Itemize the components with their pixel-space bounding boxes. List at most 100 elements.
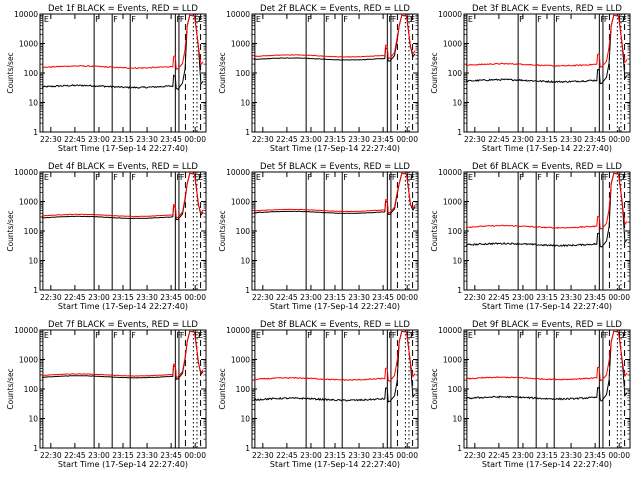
x-tick-label: 22:30: [40, 451, 62, 460]
event-marker-label: E: [256, 15, 261, 24]
x-tick-label: 22:30: [464, 293, 486, 302]
y-tick-label: 1000: [19, 356, 38, 365]
y-tick-label: 1: [457, 286, 462, 295]
x-tick-label: 22:45: [64, 451, 86, 460]
event-marker-label: F: [537, 331, 542, 340]
x-tick-label: 22:45: [64, 293, 86, 302]
detector-panel-9: Det 9f BLACK = Events, RED = LLD 1 10 100 10…: [430, 320, 631, 469]
y-axis-label: Counts/sec: [430, 52, 439, 93]
x-axis-label: Start Time (17-Sep-14 22:27:40): [482, 460, 612, 469]
x-tick-label: 23:15: [112, 135, 134, 144]
x-tick-label: 23:45: [584, 135, 606, 144]
event-marker-label: F: [95, 173, 100, 182]
lld-series-line: [253, 330, 416, 382]
detector-panel-8: Det 8f BLACK = Events, RED = LLD 1 10 100 10…: [218, 320, 419, 469]
panel-title: Det 8f BLACK = Events, RED = LLD: [260, 320, 410, 330]
event-marker-label: F: [555, 331, 560, 340]
event-marker-label: F: [113, 15, 118, 24]
event-marker-label: F: [604, 331, 609, 340]
y-tick-label: 10: [240, 415, 250, 424]
x-tick-label: 22:45: [276, 451, 298, 460]
event-marker-label: F: [95, 15, 100, 24]
x-tick-label: 23:45: [584, 451, 606, 460]
lld-series-line: [253, 172, 416, 214]
event-marker-label: F: [95, 331, 100, 340]
event-marker-label: F: [180, 173, 185, 182]
event-marker-label: E: [256, 173, 261, 182]
event-marker-label: F: [537, 15, 542, 24]
y-tick-label: 10000: [226, 168, 250, 177]
y-tick-label: 100: [236, 69, 251, 78]
y-tick-label: 1: [245, 444, 250, 453]
events-series-line: [41, 14, 204, 90]
lld-series-line: [41, 330, 204, 378]
y-tick-label: 1000: [231, 356, 250, 365]
x-axis-label: Start Time (17-Sep-14 22:27:40): [270, 302, 400, 311]
x-tick-label: 23:45: [372, 135, 394, 144]
event-marker-label: F: [392, 15, 397, 24]
x-tick-label: 22:45: [488, 135, 510, 144]
event-marker-label: F: [131, 331, 136, 340]
x-tick-label: 22:45: [488, 293, 510, 302]
lld-series-line: [41, 14, 204, 70]
event-marker-label: F: [519, 173, 524, 182]
x-tick-label: 23:00: [300, 135, 322, 144]
event-marker-label: F: [307, 15, 312, 24]
event-marker-label: F: [343, 331, 348, 340]
event-marker-label: E: [468, 15, 473, 24]
event-marker-label: F: [604, 173, 609, 182]
event-marker-label: F: [325, 173, 330, 182]
detector-panel-3: Det 3f BLACK = Events, RED = LLD 1 10 100 10…: [430, 4, 631, 153]
x-tick-label: 23:30: [136, 293, 158, 302]
x-axis-label: Start Time (17-Sep-14 22:27:40): [482, 302, 612, 311]
x-tick-label: 23:45: [160, 293, 182, 302]
plot-frame: [463, 171, 631, 291]
lld-series-line: [465, 172, 628, 230]
plot-frame: [463, 13, 631, 133]
y-tick-label: 10: [28, 257, 38, 266]
event-marker-label: F: [131, 173, 136, 182]
y-tick-label: 10000: [438, 326, 462, 335]
y-tick-label: 1000: [443, 40, 462, 49]
y-tick-label: 1: [245, 286, 250, 295]
lld-series-line: [253, 14, 416, 59]
x-tick-label: 22:45: [276, 135, 298, 144]
plot-frame: [39, 329, 207, 449]
y-tick-label: 10000: [226, 326, 250, 335]
y-tick-label: 100: [236, 227, 251, 236]
event-marker-label: E: [44, 15, 49, 24]
detector-panel-2: Det 2f BLACK = Events, RED = LLD 1 10 100 10…: [218, 4, 419, 153]
x-tick-label: 23:15: [324, 135, 346, 144]
event-marker-label: F: [180, 331, 185, 340]
y-tick-label: 1000: [443, 356, 462, 365]
x-tick-label: 23:00: [88, 293, 110, 302]
event-marker-label: F: [343, 15, 348, 24]
x-tick-label: 00:00: [396, 451, 418, 460]
events-series-line: [41, 330, 204, 380]
detector-panel-4: Det 4f BLACK = Events, RED = LLD 1 10 100 10…: [6, 162, 207, 311]
y-tick-label: 10000: [438, 168, 462, 177]
x-tick-label: 23:30: [136, 135, 158, 144]
x-tick-label: 23:45: [160, 135, 182, 144]
event-marker-label: F: [392, 331, 397, 340]
y-tick-label: 1: [33, 128, 38, 137]
y-tick-label: 1: [33, 444, 38, 453]
x-tick-label: 23:15: [324, 451, 346, 460]
plot-frame: [39, 13, 207, 133]
event-marker-label: F: [519, 15, 524, 24]
event-marker-label: F: [604, 15, 609, 24]
x-tick-label: 23:15: [112, 293, 134, 302]
x-tick-label: 23:15: [324, 293, 346, 302]
x-tick-label: 23:30: [560, 135, 582, 144]
detector-panel-5: Det 5f BLACK = Events, RED = LLD 1 10 100 10…: [218, 162, 419, 311]
event-marker-label: F: [519, 331, 524, 340]
x-tick-label: 23:00: [300, 293, 322, 302]
y-tick-label: 100: [24, 69, 39, 78]
x-tick-label: 23:15: [536, 451, 558, 460]
x-tick-label: 00:00: [184, 451, 206, 460]
x-tick-label: 22:30: [464, 135, 486, 144]
y-tick-label: 10000: [226, 10, 250, 19]
x-tick-label: 23:30: [348, 293, 370, 302]
y-tick-label: 1000: [443, 198, 462, 207]
